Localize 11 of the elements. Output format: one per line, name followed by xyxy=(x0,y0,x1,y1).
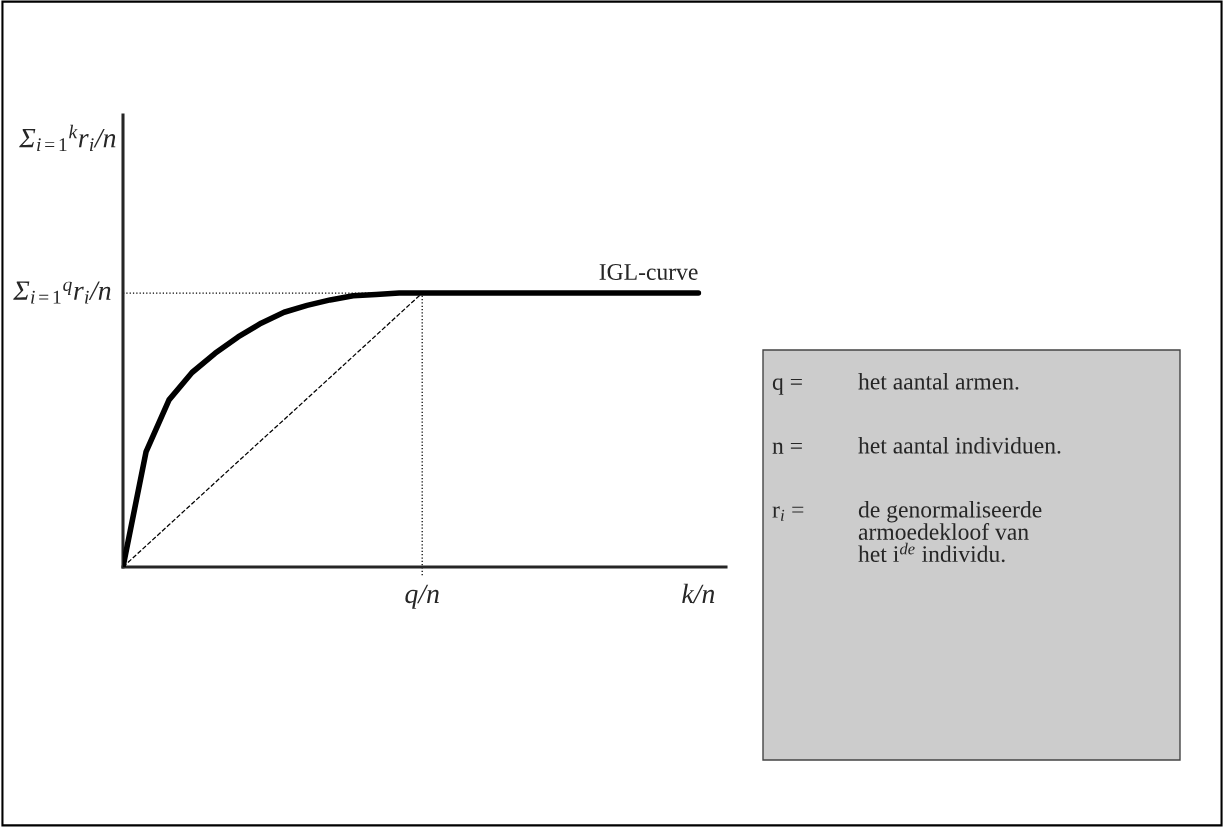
text: de genormaliseerde armoedekloof van het i$^{de}$ individu. xyxy=(858,501,1042,563)
text: q = xyxy=(772,378,802,395)
x-tick-label: k/n xyxy=(682,583,715,604)
text: het aantal armen. xyxy=(858,373,1019,390)
text: het aantal individuen. xyxy=(858,437,1061,454)
x-tick-label: q/n xyxy=(405,584,439,609)
series-label: IGL-curve xyxy=(599,264,698,280)
text: r$_{i}$ = xyxy=(772,506,804,521)
text: n = xyxy=(772,442,802,454)
text: Σ$_{i=1}$$^{q}$r$_{i}$/n xyxy=(13,281,111,304)
text: Σ$_{i=1}$$^{k}$r$_{i}$/n xyxy=(19,124,116,152)
